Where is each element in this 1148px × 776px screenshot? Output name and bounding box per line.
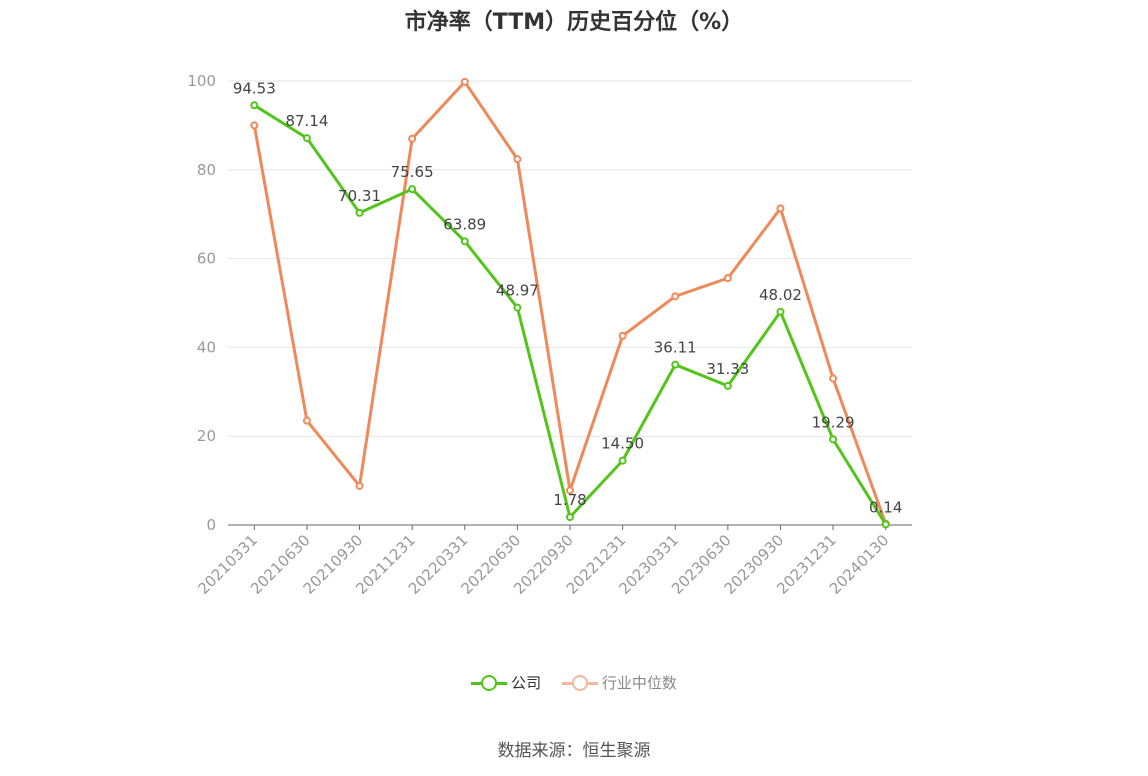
y-tick-label: 60 [197, 250, 216, 268]
data-labels: 94.53 87.14 70.31 75.65 63.89 48.97 1.78 14.50 3… [233, 79, 903, 516]
company-data-label: 94.53 [233, 79, 276, 97]
y-tick-label: 80 [197, 161, 216, 179]
industry-median-point[interactable] [460, 77, 469, 86]
industry-median-point[interactable] [723, 274, 732, 283]
company-point[interactable] [566, 513, 574, 522]
y-tick-label: 20 [197, 427, 216, 445]
company-data-label: 70.31 [338, 187, 381, 205]
industry-median-point[interactable] [776, 204, 785, 213]
legend-industry-median-label: 行业中位数 [601, 674, 677, 692]
company-point[interactable] [460, 237, 469, 246]
y-tick-label: 100 [187, 72, 216, 90]
industry-median-point[interactable] [250, 121, 259, 130]
company-point[interactable] [513, 303, 522, 312]
x-axis-ticks: 2021033120210630202109302021123120220331… [194, 525, 893, 598]
legend-industry-median-marker [561, 673, 598, 693]
legend-item-company[interactable]: 公司 [471, 672, 541, 693]
company-point[interactable] [250, 101, 259, 110]
company-point[interactable] [618, 456, 627, 465]
company-point[interactable] [302, 134, 311, 143]
y-axis-ticks: 0 20 40 60 80 100 [187, 72, 216, 534]
company-series-line [253, 104, 887, 526]
y-tick-label: 0 [206, 516, 216, 534]
chart-title: 市净率（TTM）历史百分位（%） [404, 10, 744, 35]
company-data-label: 48.97 [496, 282, 539, 300]
industry-median-point[interactable] [618, 331, 627, 340]
industry-median-point[interactable] [671, 292, 680, 301]
company-data-label: 1.78 [553, 491, 586, 509]
company-data-label: 48.02 [759, 286, 802, 304]
legend-item-industry-median[interactable]: 行业中位数 [561, 672, 677, 693]
industry-median-point[interactable] [513, 155, 522, 164]
company-data-label: 36.11 [654, 339, 697, 357]
company-point[interactable] [355, 208, 364, 217]
company-data-label: 63.89 [443, 215, 486, 233]
company-data-label: 87.14 [285, 112, 328, 130]
industry-median-point[interactable] [829, 374, 838, 383]
line-chart: 0 20 40 60 80 100 202103312021063020210930202… [187, 72, 912, 598]
industry-median-point[interactable] [302, 416, 311, 425]
industry-median-point[interactable] [566, 486, 574, 495]
company-data-label: 14.50 [601, 435, 644, 453]
data-source: 数据来源：恒生聚源 [497, 741, 651, 761]
industry-median-point[interactable] [408, 134, 417, 143]
company-point[interactable] [671, 360, 680, 369]
grid-lines [228, 80, 912, 437]
company-point[interactable] [776, 307, 785, 316]
y-tick-label: 40 [197, 338, 216, 356]
company-point[interactable] [408, 185, 417, 194]
company-point[interactable] [723, 381, 732, 390]
company-point[interactable] [881, 520, 890, 529]
company-data-label: 0.14 [869, 498, 902, 516]
company-data-label: 75.65 [391, 163, 434, 181]
legend-company-label: 公司 [511, 674, 542, 692]
series-lines [250, 77, 890, 529]
company-point[interactable] [829, 435, 838, 444]
industry-median-point[interactable] [355, 481, 364, 490]
company-data-label: 19.29 [812, 413, 855, 431]
company-data-label: 31.33 [706, 360, 749, 378]
legend: 公司 行业中位数 [0, 672, 1148, 697]
legend-company-marker [471, 673, 508, 693]
